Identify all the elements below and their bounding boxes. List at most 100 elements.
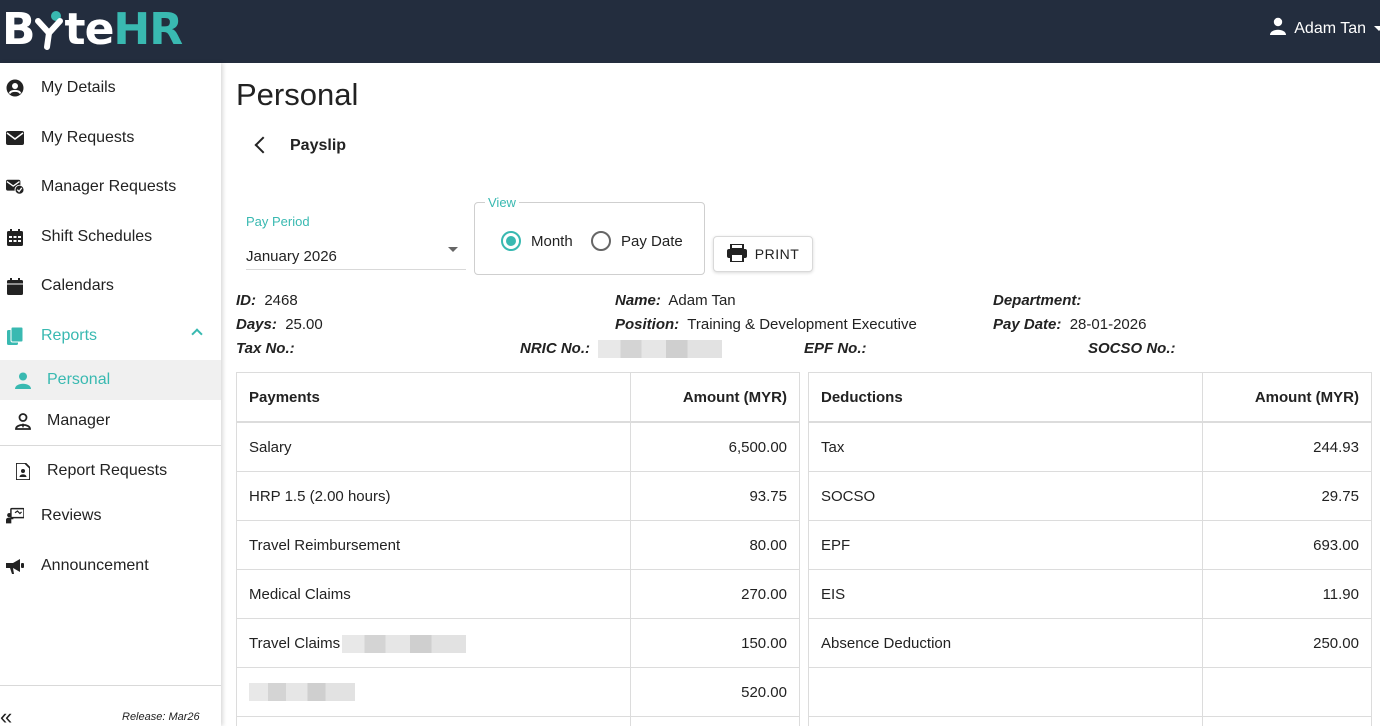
header-amount: Amount (MYR) bbox=[682, 389, 787, 406]
calendar-grid-icon bbox=[6, 228, 24, 246]
sidebar-item-my-requests[interactable]: My Requests bbox=[0, 118, 221, 158]
view-legend: View bbox=[485, 195, 519, 210]
redacted-text bbox=[249, 683, 355, 702]
sidebar-item-my-details[interactable]: My Details bbox=[0, 68, 221, 108]
info-days: Days: 25.00 bbox=[236, 316, 323, 333]
sidebar-item-reviews[interactable]: Reviews bbox=[0, 496, 221, 536]
days-value: 25.00 bbox=[285, 316, 323, 333]
deduction-amount: 250.00 bbox=[1313, 635, 1359, 652]
payment-item bbox=[249, 683, 355, 702]
top-bar: B te HR Adam Tan bbox=[0, 0, 1380, 63]
sidebar-item-label: Announcement bbox=[41, 557, 149, 574]
collapse-sidebar-icon[interactable]: « bbox=[0, 704, 13, 726]
sidebar-divider bbox=[0, 685, 221, 686]
table-row bbox=[809, 668, 1371, 717]
app-logo[interactable]: B te HR bbox=[2, 3, 183, 55]
sidebar-item-reports[interactable]: Reports bbox=[0, 316, 221, 356]
sidebar-item-report-requests[interactable]: Report Requests bbox=[0, 451, 221, 491]
table-row: Tax 244.93 bbox=[809, 423, 1371, 472]
calendar-icon bbox=[6, 277, 24, 295]
deduction-amount: 11.90 bbox=[1322, 586, 1359, 603]
sidebar-item-label: My Requests bbox=[41, 129, 135, 146]
payment-item: Travel Reimbursement bbox=[249, 537, 401, 554]
view-paydate-radio[interactable]: Pay Date bbox=[591, 231, 683, 251]
sidebar-item-label: Manager bbox=[47, 412, 111, 429]
user-menu[interactable]: Adam Tan bbox=[1270, 17, 1380, 40]
deduction-item: Absence Deduction bbox=[821, 635, 952, 652]
info-socso: SOCSO No.: bbox=[1088, 340, 1176, 357]
sidebar-item-announcement[interactable]: Announcement bbox=[0, 546, 221, 586]
payment-amount: 80.00 bbox=[749, 537, 787, 554]
printer-icon bbox=[726, 242, 747, 265]
deduction-item: SOCSO bbox=[821, 488, 876, 505]
name-value: Adam Tan bbox=[668, 292, 736, 309]
info-name: Name: Adam Tan bbox=[615, 292, 736, 309]
user-name: Adam Tan bbox=[1294, 19, 1366, 37]
sidebar-item-shift-schedules[interactable]: Shift Schedules bbox=[0, 217, 221, 257]
user-circle-icon bbox=[6, 79, 24, 97]
column-divider bbox=[630, 373, 631, 726]
pay-period-value: January 2026 bbox=[246, 248, 337, 265]
payment-amount: 150.00 bbox=[741, 635, 787, 652]
back-arrow-icon[interactable] bbox=[254, 136, 272, 154]
sidebar-item-label: Report Requests bbox=[47, 462, 168, 479]
sidebar-item-manager-requests[interactable]: Manager Requests bbox=[0, 167, 221, 207]
table-row: HRP 1.5 (2.00 hours) 93.75 bbox=[237, 472, 799, 521]
sidebar-item-calendars[interactable]: Calendars bbox=[0, 266, 221, 306]
file-user-icon bbox=[14, 462, 32, 480]
info-paydate: Pay Date: 28-01-2026 bbox=[993, 316, 1146, 333]
payment-amount: 520.00 bbox=[741, 684, 787, 701]
sidebar-item-label: Reports bbox=[41, 327, 98, 344]
user-tie-icon bbox=[14, 412, 32, 430]
table-row: EPF 693.00 bbox=[809, 521, 1371, 570]
view-month-radio[interactable]: Month bbox=[501, 231, 573, 251]
pay-period-select[interactable]: January 2026 bbox=[246, 236, 466, 270]
position-label: Position: bbox=[615, 316, 680, 333]
info-nric: NRIC No.: bbox=[520, 340, 723, 359]
section-title: Payslip bbox=[290, 137, 347, 154]
redacted-text bbox=[342, 635, 467, 654]
sidebar-item-label: Shift Schedules bbox=[41, 228, 153, 245]
nric-label: NRIC No.: bbox=[520, 340, 590, 357]
table-row: Travel Reimbursement 80.00 bbox=[237, 521, 799, 570]
paydate-label: Pay Date: bbox=[993, 316, 1062, 333]
department-label: Department: bbox=[993, 292, 1082, 309]
print-button[interactable]: PRINT bbox=[713, 236, 813, 272]
info-epf: EPF No.: bbox=[804, 340, 867, 357]
radio-checked-icon bbox=[501, 231, 521, 251]
sidebar-item-personal[interactable]: Personal bbox=[0, 360, 221, 400]
sidebar-item-label: Manager Requests bbox=[41, 178, 177, 195]
payment-amount: 93.75 bbox=[749, 488, 787, 505]
info-id: ID: 2468 bbox=[236, 292, 298, 309]
logo-text-hr: HR bbox=[113, 3, 183, 55]
header-deductions: Deductions bbox=[821, 389, 903, 406]
table-row: EIS 11.90 bbox=[809, 570, 1371, 619]
sidebar-divider bbox=[0, 445, 221, 446]
payment-item: Medical Claims bbox=[249, 586, 351, 603]
socso-label: SOCSO No.: bbox=[1088, 340, 1176, 357]
payment-item: HRP 1.5 (2.00 hours) bbox=[249, 488, 391, 505]
copy-icon bbox=[6, 327, 24, 345]
user-icon bbox=[14, 371, 32, 389]
user-icon bbox=[1270, 17, 1287, 40]
deductions-table: Deductions Amount (MYR) Tax 244.93 SOCSO… bbox=[808, 372, 1372, 726]
radio-unchecked-icon bbox=[591, 231, 611, 251]
id-value: 2468 bbox=[264, 292, 298, 309]
sidebar-item-label: Calendars bbox=[41, 277, 114, 294]
sidebar-item-label: Reviews bbox=[41, 507, 102, 524]
days-label: Days: bbox=[236, 316, 277, 333]
envelope-check-icon bbox=[6, 178, 24, 196]
chalkboard-user-icon bbox=[6, 507, 24, 525]
sidebar-item-label: My Details bbox=[41, 79, 116, 96]
sidebar-item-manager[interactable]: Manager bbox=[0, 401, 221, 441]
payments-table: Payments Amount (MYR) Salary 6,500.00 HR… bbox=[236, 372, 800, 726]
envelope-icon bbox=[6, 129, 24, 147]
deduction-amount: 244.93 bbox=[1313, 439, 1359, 456]
deduction-amount: 29.75 bbox=[1321, 488, 1359, 505]
header-amount: Amount (MYR) bbox=[1254, 389, 1359, 406]
id-label: ID: bbox=[236, 292, 256, 309]
chevron-up-icon bbox=[191, 328, 203, 340]
logo-figure-icon bbox=[34, 7, 65, 51]
print-label: PRINT bbox=[754, 246, 800, 262]
table-row: Salary 6,500.00 bbox=[237, 423, 799, 472]
